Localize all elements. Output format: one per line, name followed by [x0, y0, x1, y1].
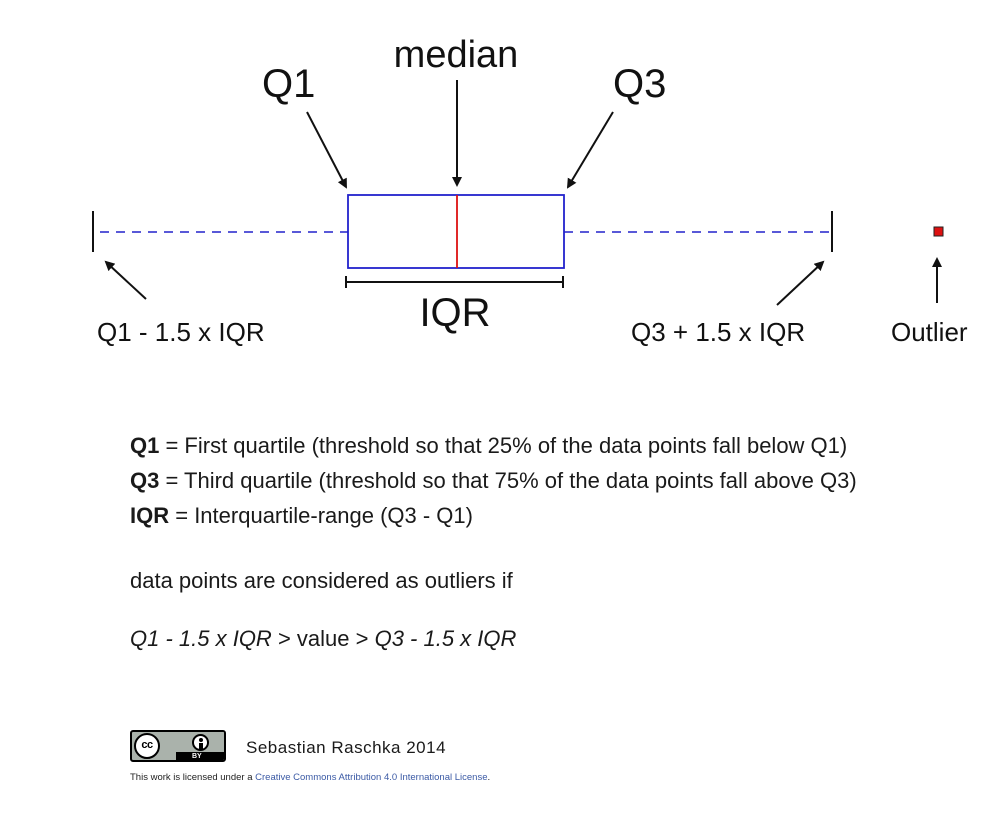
definition-text: = First quartile (threshold so that 25% …: [159, 433, 848, 458]
license-prefix: This work is licensed under a: [130, 772, 256, 783]
iqr-box: [347, 194, 565, 269]
q1-label: Q1: [262, 62, 315, 106]
definition-iqr: IQR = Interquartile-range (Q3 - Q1): [130, 498, 857, 533]
outlier-marker: [933, 226, 944, 237]
license-notice: This work is licensed under a Creative C…: [130, 772, 490, 783]
definitions-list: Q1 = First quartile (threshold so that 2…: [130, 428, 857, 533]
q3-arrow: [566, 111, 614, 189]
definition-text: = Interquartile-range (Q3 - Q1): [169, 503, 473, 528]
by-label: BY: [192, 753, 202, 760]
formula-lhs: Q1 - 1.5 x IQR: [130, 626, 272, 651]
definition-term: Q3: [130, 468, 160, 493]
formula-rhs: Q3 - 1.5 x IQR: [374, 626, 517, 651]
attribution-person-icon: [192, 734, 209, 751]
iqr-label: IQR: [419, 291, 490, 335]
outlier-rule-intro: data points are considered as outliers i…: [130, 568, 513, 593]
license-link[interactable]: Creative Commons Attribution 4.0 Interna…: [255, 772, 488, 783]
cc-by-license-badge[interactable]: cc BY: [130, 730, 226, 762]
upper-fence-label: Q3 + 1.5 x IQR: [631, 317, 805, 347]
q3-label: Q3: [613, 62, 666, 106]
lower-fence-arrow: [104, 260, 147, 300]
outlier-rule-formula: Q1 - 1.5 x IQR > value > Q3 - 1.5 x IQR: [130, 626, 516, 652]
definition-q1: Q1 = First quartile (threshold so that 2…: [130, 428, 857, 463]
definition-q3: Q3 = Third quartile (threshold so that 7…: [130, 463, 857, 498]
outlier-label: Outlier: [891, 317, 968, 347]
cc-badge-strip: [176, 752, 224, 760]
lower-fence-label: Q1 - 1.5 x IQR: [97, 317, 265, 347]
upper-fence-arrow: [776, 260, 825, 306]
definition-text: = Third quartile (threshold so that 75% …: [159, 468, 857, 493]
formula-operator: > value >: [271, 626, 375, 651]
definition-term: IQR: [130, 503, 170, 528]
boxplot-diagram: Q1 median Q3 IQR Q1 - 1.5 x IQR Q3 + 1.5…: [92, 34, 968, 347]
creative-commons-icon: cc: [134, 733, 160, 759]
definition-term: Q1: [130, 433, 160, 458]
license-suffix: .: [487, 772, 491, 783]
author-credit: Sebastian Raschka 2014: [246, 738, 447, 757]
median-label: median: [394, 34, 519, 76]
q1-arrow: [306, 111, 347, 189]
